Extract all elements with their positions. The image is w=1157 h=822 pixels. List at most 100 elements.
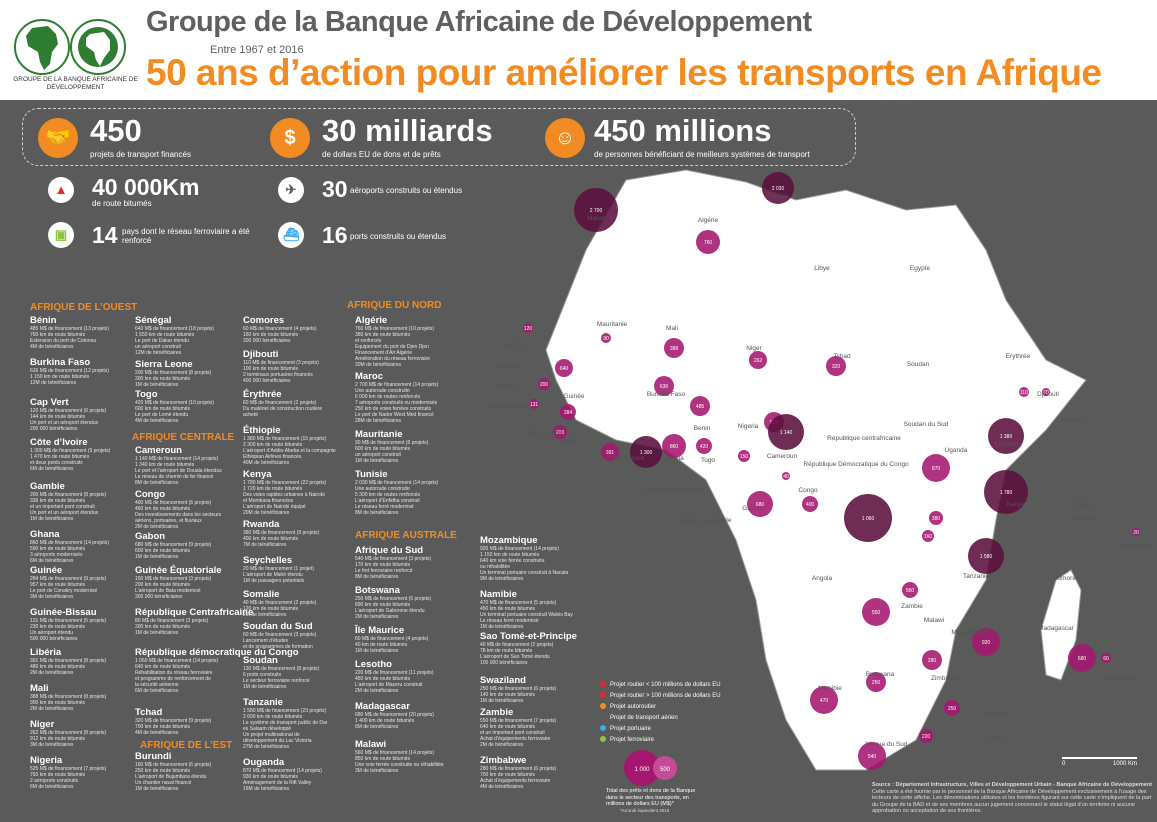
country-detail: 60 M$ de financement (2 projets) (243, 400, 317, 406)
country-detail: 150 M$ de financement (3 projets) (135, 576, 212, 582)
country-bubble (1042, 388, 1050, 396)
country-detail: la sécurité aérienne (135, 682, 179, 688)
country-detail: 1 150 km de route bitumés (30, 374, 90, 380)
legend-label: Projet ferroviaire (610, 737, 655, 743)
country-bubble (553, 425, 567, 439)
map-country-label: Côte d’Ivoire (608, 455, 645, 462)
country-detail: 636 M$ de financement (12 projets) (30, 368, 109, 374)
country-name: Mauritanie (355, 429, 403, 440)
country-detail: et un important pont construit (480, 730, 545, 736)
country-block: Tanzanie 1 580 M$ de financement (23 proj… (243, 698, 345, 751)
country-detail: 760 M$ de financement (10 projets) (355, 326, 434, 332)
country-detail: 12M de bénéficiaires (30, 380, 77, 386)
country-bubble (1068, 644, 1096, 672)
bubble-value: 60 (1103, 656, 1109, 662)
map-country-label: Congo (798, 487, 818, 494)
handshake-icon: 🤝 (38, 118, 78, 158)
bubble-value: 262 (754, 358, 763, 364)
map-country-label: Madagascar (1038, 625, 1075, 632)
country-block: Mauritanie 90 M$ de financement (6 projet… (355, 429, 457, 465)
legend-dot-icon (600, 714, 606, 721)
country-name: Gambie (30, 481, 65, 492)
country-name: Bénin (30, 315, 57, 326)
map-country-label: Angola (812, 575, 833, 582)
country-detail: 2M de bénéficiaires (135, 524, 179, 530)
bubble-value: 60 (1043, 390, 1049, 396)
bubble-value: 1 780 (1000, 490, 1013, 496)
stat-people-label: de personnes bénéficiant de meilleurs sy… (594, 150, 810, 159)
legend-label: Projet autoroutier (610, 704, 657, 710)
country-block: Seychelles 20 M$ de financement (1 projet… (243, 556, 345, 585)
country-block: Congo 400 M$ de financement (6 projets) 46… (135, 489, 237, 531)
country-detail: 1M de bénéficiaires (355, 458, 399, 464)
country-detail: 760 km de route bitumés (30, 332, 86, 338)
key-stats-box (22, 108, 856, 166)
country-bubble (538, 378, 550, 390)
country-name: Congo (135, 489, 166, 500)
map-country-label: Burundi (1071, 515, 1093, 522)
country-name: Algérie (355, 315, 388, 326)
bubble-value: 550 (872, 610, 881, 616)
country-detail: 2M de bénéficiaires (480, 742, 524, 748)
country-name: Ghana (30, 529, 60, 540)
country-bubble (782, 472, 790, 480)
country-detail: 200 000 bénéficiaires (30, 426, 78, 432)
country-name: Libéria (30, 647, 62, 658)
country-bubble (844, 494, 892, 542)
country-detail: 144 km de route bitumés (30, 414, 86, 420)
legend-bubbles: 1 000 500 (624, 750, 677, 786)
country-name: Afrique du Sud (355, 545, 424, 556)
country-detail: 7 aéroports construits ou modernisés (355, 400, 438, 406)
country-bubble (984, 470, 1028, 514)
country-detail: 2M de bénéficiaires (355, 688, 399, 694)
legend-item: Projet routier > 100 millions de dollars… (600, 691, 721, 702)
country-block: Rwanda 380 M$ de financement (9 projets) 4… (243, 520, 345, 549)
map-country-label: Zimbabwe (931, 675, 961, 682)
country-detail: Lancement d’études (243, 638, 289, 644)
country-bubble (601, 443, 619, 461)
map-country-label: Uganda (945, 447, 968, 454)
country-detail: 4M de bénéficiaires (135, 418, 179, 424)
country-bubble (1101, 653, 1111, 663)
map-country-label: République Démocratique du Congo (803, 461, 909, 468)
country-name: Zimbabwe (480, 755, 527, 766)
country-detail: 8M de bénéficiaires (135, 480, 179, 486)
country-bubble (866, 672, 886, 692)
country-detail: et Mombasa financées (243, 498, 294, 504)
country-detail: 280 M$ de financement (6 projets) (480, 766, 557, 772)
country-detail: 2 700 M$ de financement (14 projets) (355, 382, 439, 388)
country-name: Soudan du Sud (243, 621, 313, 632)
country-block: Malawi 560 M$ de financement (14 projets)… (355, 740, 457, 775)
country-detail: 1M de bénéficiaires (30, 516, 74, 522)
country-detail: Ethiopian Airlines financés (243, 454, 302, 460)
country-bubble (1132, 528, 1140, 536)
bubble-value: 391 (606, 450, 615, 456)
country-bubble (696, 438, 712, 454)
country-bubble (988, 418, 1024, 454)
bubble-value: 540 (868, 754, 877, 760)
country-detail: 420 M$ de financement (10 projets) (135, 400, 214, 406)
bubble-value: 870 (932, 466, 941, 472)
country-detail: 200 km de route bitumés (135, 582, 191, 588)
country-detail: Le réseau ferré modernisé (355, 504, 414, 510)
map-country-label: Egypte (910, 265, 931, 272)
country-detail: 300 km de route bitumés (135, 376, 191, 382)
country-detail: 20M de bénéficiaires (355, 362, 402, 368)
country-bubble (944, 700, 960, 716)
bubble-value: 560 (906, 588, 915, 594)
bubble-value: 1 580 (980, 554, 993, 560)
stat-projects-label: projets de transport financés (90, 150, 191, 159)
legend-item: Projet autoroutier (600, 702, 720, 713)
country-detail: 1M de bénéficiaires (243, 684, 287, 690)
country-bubble (749, 351, 767, 369)
bubble-value: 20 (1133, 530, 1139, 536)
country-detail: 860 M$ de financement (14 projets) (30, 540, 109, 546)
country-block: Comores 60 M$ de financement (4 projets) 1… (243, 316, 345, 345)
country-detail: 1 340 km de route bitumés (135, 462, 195, 468)
country-detail: 4M de bénéficiaires (135, 730, 179, 736)
map-country-label: République centrafricaine (827, 435, 901, 442)
country-detail: 3M de bénéficiaires (30, 594, 74, 600)
map-country-label: Cap Vert (501, 341, 526, 348)
country-detail: 160 km de route bitumés (243, 332, 299, 338)
region-est: AFRIQUE DE L’EST (140, 740, 233, 751)
